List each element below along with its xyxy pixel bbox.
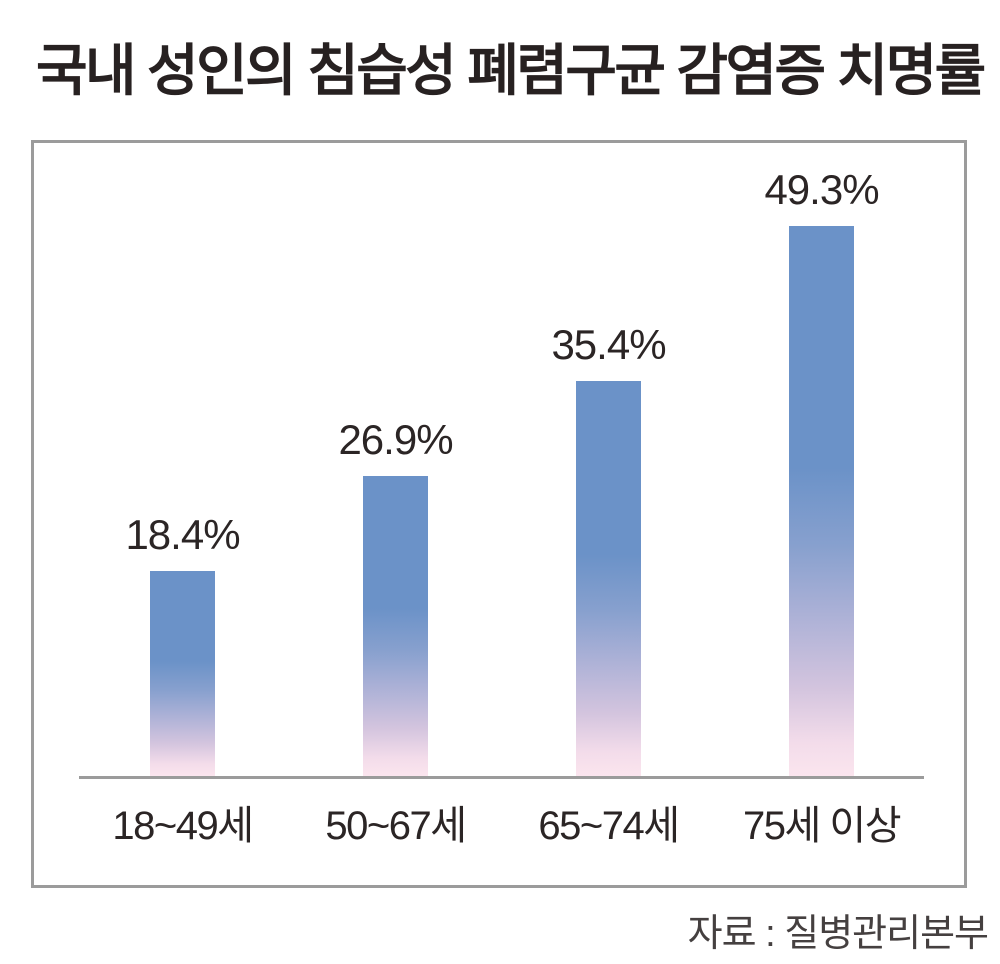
bar: [363, 476, 428, 776]
x-axis-line: [79, 776, 924, 779]
chart-title: 국내 성인의 침습성 폐렴구균 감염증 치명률: [36, 39, 986, 102]
bars-area: 18.4% 26.9% 35.4% 49.3%: [76, 143, 928, 776]
bar: [576, 381, 641, 776]
x-axis-category-label: 50~67세: [325, 804, 467, 848]
bar-value-label: 26.9%: [338, 416, 453, 463]
bar-column: 49.3%: [715, 166, 928, 776]
x-axis-labels: 18~49세 50~67세 65~74세 75세 이상: [76, 793, 928, 851]
bar-value-label: 18.4%: [125, 511, 240, 558]
x-axis-category-label: 75세 이상: [742, 804, 902, 848]
source-attribution: 자료 : 질병관리본부: [687, 913, 989, 955]
bar: [150, 571, 215, 776]
bar-value-label: 35.4%: [551, 321, 666, 368]
bar-column: 35.4%: [502, 321, 715, 776]
bar: [789, 226, 854, 776]
chart-plot-box: 18.4% 26.9% 35.4% 49.3% 18~49세 50~67세 65~74세 7…: [31, 140, 967, 888]
x-axis-category-label: 65~74세: [538, 804, 680, 848]
bar-column: 26.9%: [289, 416, 502, 776]
bar-value-label: 49.3%: [764, 166, 879, 213]
x-axis-category-label: 18~49세: [112, 804, 254, 848]
bar-column: 18.4%: [76, 511, 289, 776]
